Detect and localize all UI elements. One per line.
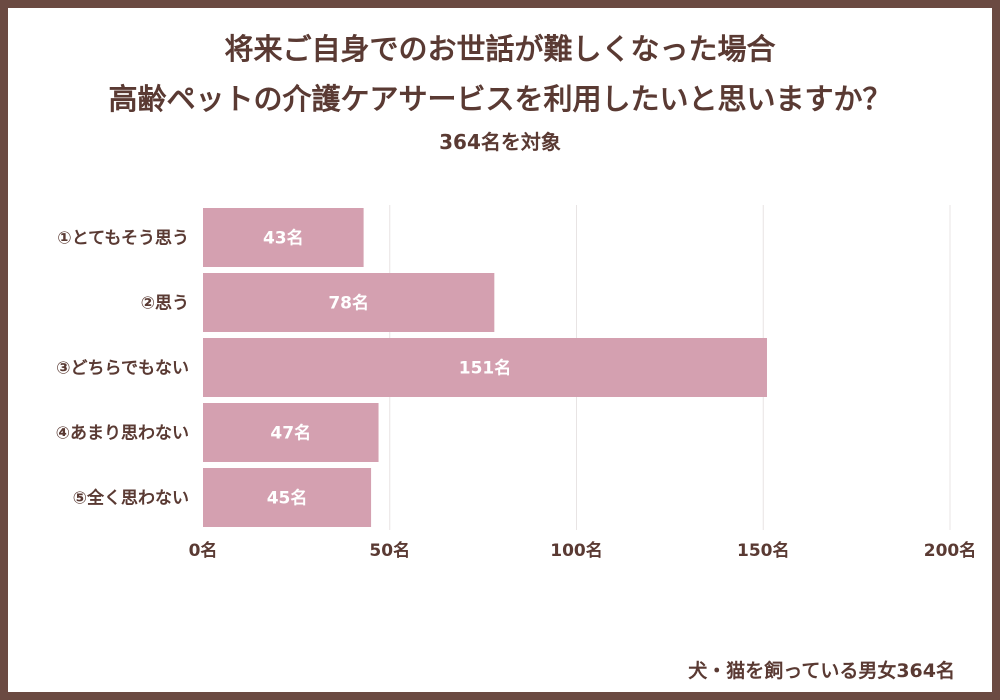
category-label: ①とてもそう思う — [57, 229, 189, 249]
value-label: 45名 — [267, 488, 308, 509]
category-label: ④あまり思わない — [56, 424, 189, 444]
footer-note: 犬・猫を飼っている男女364名 — [688, 660, 955, 682]
chart-subtitle: 364名を対象 — [439, 130, 561, 154]
value-label: 43名 — [263, 228, 304, 249]
tick-label: 200名 — [924, 540, 977, 561]
value-label: 47名 — [270, 423, 311, 444]
category-label: ⑤全く思わない — [73, 488, 189, 509]
category-label: ②思う — [141, 294, 189, 314]
category-label: ③どちらでもない — [56, 359, 189, 379]
value-label: 78名 — [328, 293, 369, 314]
tick-label: 100名 — [550, 540, 603, 561]
bar — [203, 208, 364, 267]
tick-label: 50名 — [369, 540, 410, 561]
chart-title-line2: 高齢ペットの介護ケアサービスを利用したいと思いますか？ — [108, 82, 892, 116]
tick-label: 150名 — [737, 540, 790, 561]
bar — [203, 338, 767, 397]
bar — [203, 468, 372, 527]
value-label: 151名 — [459, 358, 512, 379]
bar — [203, 403, 379, 462]
bar — [203, 273, 495, 332]
tick-label: 0名 — [189, 540, 218, 561]
chart-title: 将来ご自身でのお世話が難しくなった場合 — [224, 32, 776, 66]
